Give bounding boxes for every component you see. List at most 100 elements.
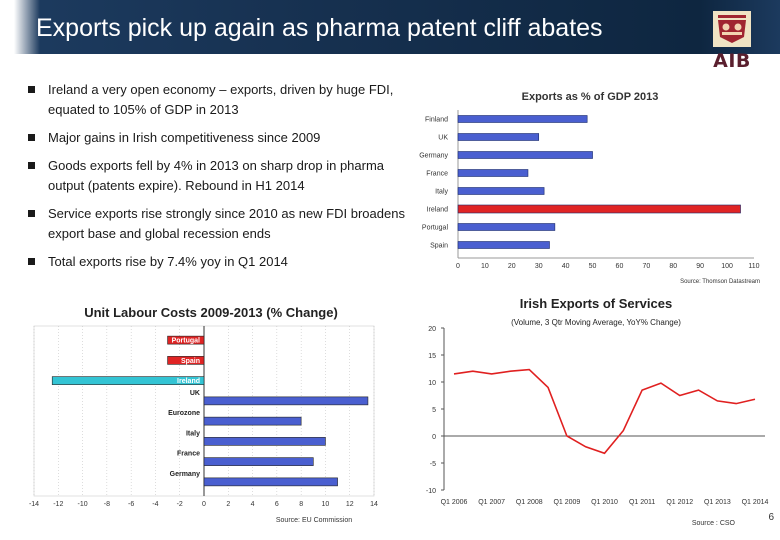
category-label: UK: [438, 135, 448, 142]
bar: [457, 169, 529, 177]
bar: [457, 223, 556, 231]
category-label: Portugal: [422, 225, 449, 232]
chart-source: Source : CSO: [692, 520, 736, 527]
bar: [167, 335, 205, 345]
category-label: Spain: [430, 243, 448, 250]
tick-label: Q1 2012: [666, 499, 693, 506]
bar: [457, 115, 588, 123]
tick-label: -10: [426, 488, 436, 495]
tick-label: 8: [299, 501, 303, 508]
tick-label: 4: [251, 501, 255, 508]
category-label: Eurozone: [168, 410, 200, 417]
category-label: Spain: [181, 358, 200, 365]
category-label: Finland: [425, 117, 448, 124]
tick-label: 20: [428, 326, 436, 333]
category-label: France: [426, 171, 448, 178]
bullet-item: Total exports rise by 7.4% yoy in Q1 201…: [26, 252, 421, 272]
category-label: Germany: [419, 153, 448, 160]
tick-label: Q1 2008: [516, 499, 543, 506]
category-label: Germany: [170, 471, 200, 478]
tick-label: 0: [202, 501, 206, 508]
aib-logo: AIB: [704, 10, 760, 72]
tick-label: 2: [226, 501, 230, 508]
bar: [457, 133, 540, 141]
square-bullet-icon: [28, 162, 35, 169]
category-label: Italy: [435, 189, 448, 196]
chart-title: Irish Exports of Services: [520, 296, 672, 311]
series-line: [453, 368, 756, 455]
category-label: Ireland: [427, 207, 449, 214]
tick-label: -12: [53, 501, 63, 508]
unit-labour-costs-chart: Unit Labour Costs 2009-2013 (% Change) S…: [29, 305, 378, 524]
bar: [457, 204, 741, 214]
tick-label: 0: [456, 263, 460, 270]
tick-label: 6: [275, 501, 279, 508]
tick-label: 5: [432, 407, 436, 414]
tick-label: -6: [128, 501, 134, 508]
square-bullet-icon: [28, 86, 35, 93]
bullet-text: Goods exports fell by 4% in 2013 on shar…: [48, 158, 385, 193]
tick-label: 14: [370, 501, 378, 508]
bullet-text: Service exports rise strongly since 2010…: [48, 206, 405, 241]
tick-label: Q1 2007: [478, 499, 505, 506]
bullet-item: Goods exports fell by 4% in 2013 on shar…: [26, 156, 421, 196]
bullet-item: Major gains in Irish competitiveness sin…: [26, 128, 421, 148]
bar: [203, 437, 326, 446]
bar: [457, 241, 550, 249]
bar: [457, 151, 593, 159]
tick-label: -5: [430, 461, 436, 468]
tick-label: -8: [104, 501, 110, 508]
exports-gdp-chart: Exports as % of GDP 2013 Source: Thomson…: [419, 91, 760, 285]
tick-label: 10: [428, 380, 436, 387]
bar: [203, 396, 369, 406]
bullet-item: Ireland a very open economy – exports, d…: [26, 80, 421, 120]
bullet-list: Ireland a very open economy – exports, d…: [26, 80, 421, 280]
tick-label: 40: [562, 263, 570, 270]
bullet-text: Ireland a very open economy – exports, d…: [48, 82, 394, 117]
tick-label: 50: [589, 263, 597, 270]
tick-label: 90: [696, 263, 704, 270]
tick-label: 15: [428, 353, 436, 360]
tick-label: 100: [721, 263, 733, 270]
tick-label: Q1 2010: [591, 499, 618, 506]
header-bar: [0, 0, 780, 54]
logo-text: AIB: [713, 50, 751, 72]
page-title: Exports pick up again as pharma patent c…: [36, 14, 603, 42]
bar: [203, 416, 302, 426]
bar: [51, 376, 205, 385]
bar: [203, 477, 338, 487]
tick-label: Q1 2013: [704, 499, 731, 506]
bullet-item: Service exports rise strongly since 2010…: [26, 204, 421, 244]
tick-label: 60: [616, 263, 624, 270]
bullet-text: Total exports rise by 7.4% yoy in Q1 201…: [48, 254, 288, 269]
services-exports-chart: Irish Exports of Services (Volume, 3 Qtr…: [426, 296, 769, 527]
tick-label: -2: [177, 501, 183, 508]
tick-label: Q1 2006: [441, 499, 468, 506]
chart-subtitle: (Volume, 3 Qtr Moving Average, YoY% Chan…: [511, 318, 681, 327]
category-label: Ireland: [177, 378, 200, 385]
tick-label: 10: [481, 263, 489, 270]
tick-label: 80: [669, 263, 677, 270]
category-label: Italy: [186, 430, 200, 437]
category-label: Portugal: [172, 338, 200, 345]
tick-label: Q1 2014: [742, 499, 769, 506]
tick-label: 10: [322, 501, 330, 508]
square-bullet-icon: [28, 134, 35, 141]
page-number: 6: [768, 512, 774, 523]
square-bullet-icon: [28, 210, 35, 217]
chart-source: Source: Thomson Datastream: [680, 279, 760, 285]
square-bullet-icon: [28, 258, 35, 265]
tick-label: 0: [432, 434, 436, 441]
tick-label: Q1 2011: [629, 499, 655, 506]
chart-source: Source: EU Commission: [276, 517, 352, 524]
tick-label: -10: [78, 501, 88, 508]
tick-label: 30: [535, 263, 543, 270]
logo-emblem-icon: [713, 11, 751, 47]
tick-label: -4: [152, 501, 158, 508]
tick-label: 20: [508, 263, 516, 270]
bar: [457, 187, 545, 195]
tick-label: 110: [748, 263, 759, 270]
chart-title: Unit Labour Costs 2009-2013 (% Change): [84, 305, 338, 320]
bar: [167, 356, 205, 365]
tick-label: Q1 2009: [553, 499, 580, 506]
